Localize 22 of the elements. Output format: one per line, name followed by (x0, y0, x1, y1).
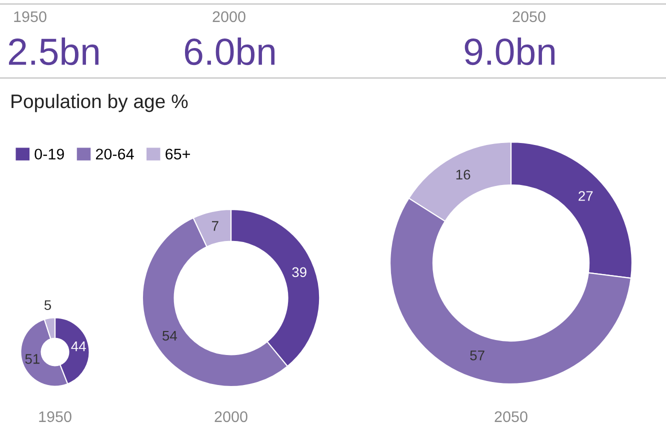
data-label: 57 (470, 350, 484, 360)
text: 9.0bn (464, 38, 554, 66)
data-label: 54 (162, 330, 177, 341)
data-label: 5 (44, 300, 52, 310)
text: 2050 (494, 411, 528, 422)
data-label: 44 (71, 342, 86, 352)
data-label: 16 (456, 170, 470, 180)
legend-label: 65+ (166, 148, 190, 160)
text: 1950 (39, 411, 72, 422)
text: Population by age % (12, 94, 188, 112)
data-label: 7 (212, 221, 218, 231)
legend-label: 20-64 (96, 148, 134, 160)
data-label: 27 (578, 191, 593, 201)
text: 2050 (512, 11, 546, 22)
data-label: 39 (292, 267, 306, 278)
text: 1950 (14, 11, 46, 22)
data-label: 51 (25, 354, 40, 364)
legend-label: 0-19 (34, 148, 64, 160)
text: 2000 (212, 11, 246, 22)
text: 6.0bn (184, 38, 274, 66)
text: 2000 (214, 411, 248, 422)
text: 2.5bn (8, 38, 98, 66)
